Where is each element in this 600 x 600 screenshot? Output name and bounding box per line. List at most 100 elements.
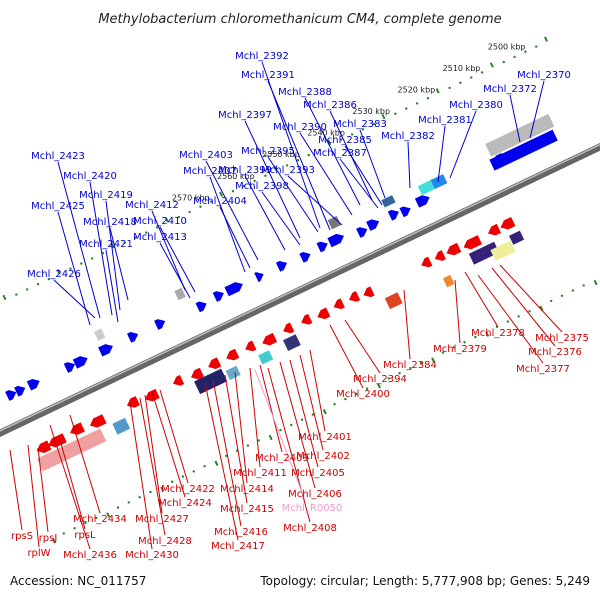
reverse-label-leader (204, 382, 239, 541)
scale-dot (25, 288, 29, 291)
forward-label-leader (529, 80, 545, 139)
forward-gene-steel-block-body (381, 195, 396, 208)
reverse-gene-15 (208, 357, 222, 369)
forward-label-leader (105, 249, 119, 323)
forward-gene-19-shape (63, 362, 75, 373)
scale-dot (307, 153, 310, 157)
forward-gene-label: Mchl_2393 (261, 165, 315, 176)
reverse-gene-label: rpsL (74, 530, 96, 541)
reverse-gene-label: Mchl_2414 (220, 484, 274, 495)
reverse-gene-16-shape (191, 367, 205, 380)
reverse-gene-label: Mchl_2401 (298, 432, 352, 443)
forward-label-leader (261, 61, 321, 229)
reverse-gene-22 (48, 433, 67, 448)
reverse-gene-label: Mchl_2415 (220, 504, 274, 515)
forward-gene-label: Mchl_2381 (418, 115, 472, 126)
reverse-gene-teal-block-body (258, 350, 274, 365)
forward-gene-5 (366, 219, 380, 231)
reverse-gene-6 (363, 286, 375, 298)
scale-dot (535, 45, 538, 48)
forward-gene-7-shape (327, 233, 344, 248)
reverse-gene-label: Mchl_2378 (471, 328, 525, 339)
forward-label-leader (105, 200, 121, 311)
reverse-label-leader (151, 391, 186, 498)
forward-gene-14 (195, 301, 207, 313)
forward-gene-12 (224, 282, 243, 297)
reverse-gene-11-shape (283, 322, 295, 334)
scale-dot (285, 164, 289, 167)
reverse-label-leader (49, 424, 91, 550)
scale-tick (381, 113, 386, 120)
forward-gene-16-shape (126, 332, 139, 343)
scale-dot (474, 335, 477, 339)
scale-dot (170, 480, 174, 483)
reverse-gene-label: rpsJ (39, 533, 58, 544)
scale-label: 2510 kbp (443, 64, 481, 73)
forward-label-leader (57, 211, 91, 326)
forward-label-leader (359, 129, 386, 199)
forward-label-leader (209, 176, 246, 273)
reverse-gene-13-shape (245, 340, 257, 352)
reverse-gene-10 (301, 313, 313, 325)
scale-dot (290, 423, 293, 427)
reverse-label-leader (129, 401, 153, 550)
forward-gene-grey-block (485, 113, 555, 157)
reverse-gene-amber-block-body (442, 274, 455, 288)
reverse-label-leader (403, 289, 411, 360)
scale-tick (543, 36, 548, 42)
reverse-gene-22-shape (48, 433, 67, 448)
scale-tick (322, 408, 327, 415)
forward-gene-grey-small (327, 215, 342, 230)
forward-gene-label: Mchl_2410 (133, 216, 187, 227)
scale-dot (47, 277, 51, 281)
reverse-gene-9-shape (317, 307, 331, 320)
forward-gene-label: Mchl_2372 (483, 84, 537, 95)
reverse-label-leader (289, 359, 319, 468)
forward-gene-label: Mchl_2425 (31, 201, 85, 212)
forward-gene-cyan-block (430, 174, 448, 190)
scale-dot (69, 267, 72, 270)
forward-gene-8-shape (316, 241, 328, 253)
scale-label: 2560 kbp (217, 172, 255, 181)
scale-dot (355, 392, 358, 396)
forward-gene-cyan-block-body (430, 174, 448, 190)
reverse-gene-teal-block (258, 350, 274, 365)
reverse-gene-label: Mchl_2384 (383, 360, 437, 371)
scale-dot (361, 128, 365, 131)
scale-dot (90, 257, 94, 260)
reverse-label-leader (27, 444, 40, 548)
reverse-label-leader (267, 367, 311, 523)
reverse-gene-4-shape (434, 250, 446, 261)
reverse-label-leader (139, 397, 166, 536)
genome-backbone (0, 143, 600, 437)
reverse-gene-9 (317, 307, 331, 320)
reverse-gene-6-shape (363, 286, 375, 298)
reverse-label-leader (144, 394, 163, 514)
reverse-gene-amber-block (442, 274, 455, 288)
forward-gene-label: Mchl_2387 (313, 148, 367, 159)
scale-dot (470, 76, 473, 79)
forward-gene-15-shape (154, 319, 166, 330)
scale-dot (582, 284, 585, 287)
forward-gene-7 (327, 233, 344, 248)
reverse-gene-label: Mchl_2406 (288, 489, 342, 500)
scale-dot (127, 501, 130, 504)
scale-label: 2540 kbp (307, 129, 345, 138)
scale-labels: 2500 kbp 2510 kbp 2520 kbp 2530 kbp 2540 kbp… (172, 43, 526, 203)
scale-dot (264, 174, 267, 177)
forward-gene-14-shape (195, 301, 207, 313)
scale-dot (524, 50, 527, 53)
forward-gene-label: Mchl_2420 (63, 171, 117, 182)
reverse-gene-17-shape (173, 374, 185, 386)
forward-label-leader (159, 242, 191, 299)
forward-label-leader (53, 279, 96, 319)
forward-gene-label: Mchl_2380 (449, 100, 503, 111)
forward-label-leader (205, 160, 259, 261)
forward-gene-4-shape (387, 209, 399, 221)
reverse-gene-11 (283, 322, 295, 334)
forward-gene-13 (212, 291, 224, 302)
scale-dot (365, 387, 369, 390)
scale-label: 2570 kbp (172, 193, 210, 202)
forward-gene-8 (316, 241, 328, 253)
forward-gene-3-shape (399, 206, 411, 218)
